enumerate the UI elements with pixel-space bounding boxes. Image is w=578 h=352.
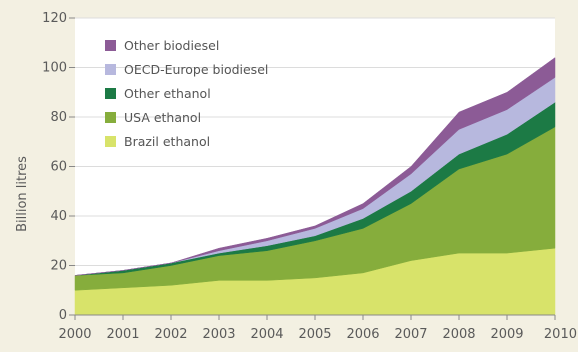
x-tick-label: 2000 <box>58 327 91 342</box>
legend-label: Other ethanol <box>124 86 211 101</box>
y-tick-label: 100 <box>42 61 67 76</box>
x-tick-label: 2007 <box>394 327 427 342</box>
legend: Other biodiesel OECD-Europe biodiesel Othe… <box>105 38 268 149</box>
x-tick-label: 2001 <box>106 327 139 342</box>
y-tick-label: 80 <box>50 110 67 125</box>
x-tick-label: 2008 <box>442 327 475 342</box>
x-tick-label: 2004 <box>250 327 283 342</box>
legend-swatch <box>105 40 116 51</box>
y-axis-label: Billion litres <box>15 156 30 232</box>
y-tick-label: 40 <box>50 209 67 224</box>
x-axis: 2000 2001 2002 2003 2004 2005 2006 2007 2008 2009… <box>58 314 577 342</box>
legend-swatch <box>105 64 116 75</box>
y-tick-label: 60 <box>50 160 67 175</box>
x-tick-label: 2002 <box>154 327 187 342</box>
y-tick-label: 20 <box>50 259 67 274</box>
y-tick-label: 120 <box>42 11 67 26</box>
legend-label: Brazil ethanol <box>124 134 210 149</box>
area-other-biodiesel <box>74 57 556 276</box>
legend-label: OECD-Europe biodiesel <box>124 62 268 77</box>
legend-swatch <box>105 136 116 147</box>
x-tick-label: 2005 <box>298 327 331 342</box>
legend-label: USA ethanol <box>124 110 201 125</box>
y-tick-label: 0 <box>59 308 67 323</box>
x-tick-label: 2003 <box>202 327 235 342</box>
legend-swatch <box>105 112 116 123</box>
x-tick-label: 2009 <box>490 327 523 342</box>
legend-label: Other biodiesel <box>124 38 219 53</box>
legend-swatch <box>105 88 116 99</box>
x-tick-label: 2010 <box>544 327 577 342</box>
x-tick-label: 2006 <box>346 327 379 342</box>
y-axis: 0 20 40 60 80 100 120 <box>42 11 75 323</box>
